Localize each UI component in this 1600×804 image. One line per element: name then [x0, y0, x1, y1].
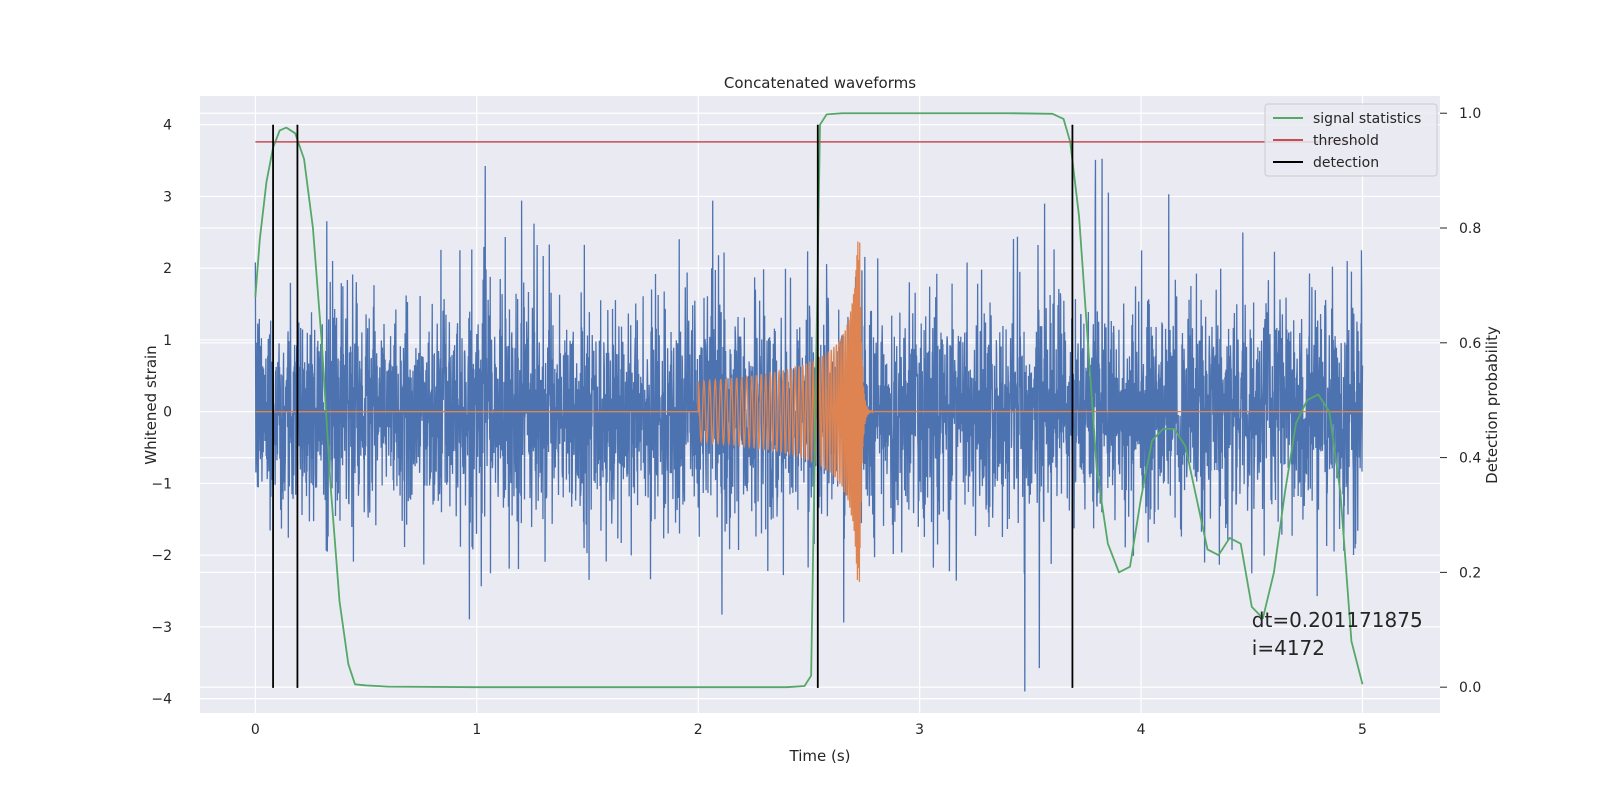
x-tick-label: 0: [251, 722, 260, 738]
y-right-tick-label: 0.0: [1459, 680, 1481, 696]
y-right-tick-label: 1.0: [1459, 106, 1481, 122]
series-layer: [254, 112, 1364, 692]
annotation-i: i=4172: [1252, 636, 1325, 660]
legend-box: [1264, 103, 1438, 177]
y-right-tick-label: 0.6: [1459, 336, 1481, 352]
x-tick-label: 1: [472, 722, 481, 738]
y-left-tick-label: 1: [163, 333, 172, 349]
y-left-tick-label: 3: [163, 189, 172, 205]
x-tick-label: 4: [1137, 722, 1146, 738]
y-left-tick-label: −2: [151, 548, 172, 564]
y-right-tick-label: 0.2: [1459, 565, 1481, 581]
legend-label: threshold: [1313, 133, 1379, 149]
x-tick-label: 2: [694, 722, 703, 738]
y-left-tick-label: −1: [151, 476, 172, 492]
signal-statistics-line: [254, 112, 1364, 689]
annotation-dt: dt=0.201171875: [1252, 608, 1423, 632]
legend-label: detection: [1313, 155, 1379, 171]
chirp-line: [255, 241, 1363, 582]
ticks: 0 1 2 3 4 5 −4 −3 −2 −1 0 1 2 3 4 0.0 0.2 0.4 0.6 0.8 1.0: [151, 106, 1481, 738]
y-left-tick-label: 2: [163, 261, 172, 277]
y-left-tick-label: −4: [151, 692, 172, 708]
y-left-tick-label: 4: [163, 118, 172, 134]
chart-title: Concatenated waveforms: [724, 74, 916, 92]
y-axis-left-label: Whitened strain: [142, 345, 160, 464]
y-left-tick-label: −3: [151, 620, 172, 636]
x-axis-label: Time (s): [789, 747, 851, 765]
annotation-layer: dt=0.201171875 i=4172: [1252, 608, 1423, 660]
x-tick-label: 5: [1358, 722, 1367, 738]
y-right-tick-label: 0.8: [1459, 221, 1481, 237]
legend-label: signal statistics: [1313, 111, 1421, 127]
legend: signal statistics threshold detection: [1264, 103, 1438, 177]
y-left-tick-label: 0: [163, 405, 172, 421]
y-right-tick-label: 0.4: [1459, 451, 1481, 467]
strain-noise-line: [254, 158, 1364, 692]
y-axis-right-label: Detection probability: [1483, 326, 1501, 484]
x-tick-label: 3: [915, 722, 924, 738]
